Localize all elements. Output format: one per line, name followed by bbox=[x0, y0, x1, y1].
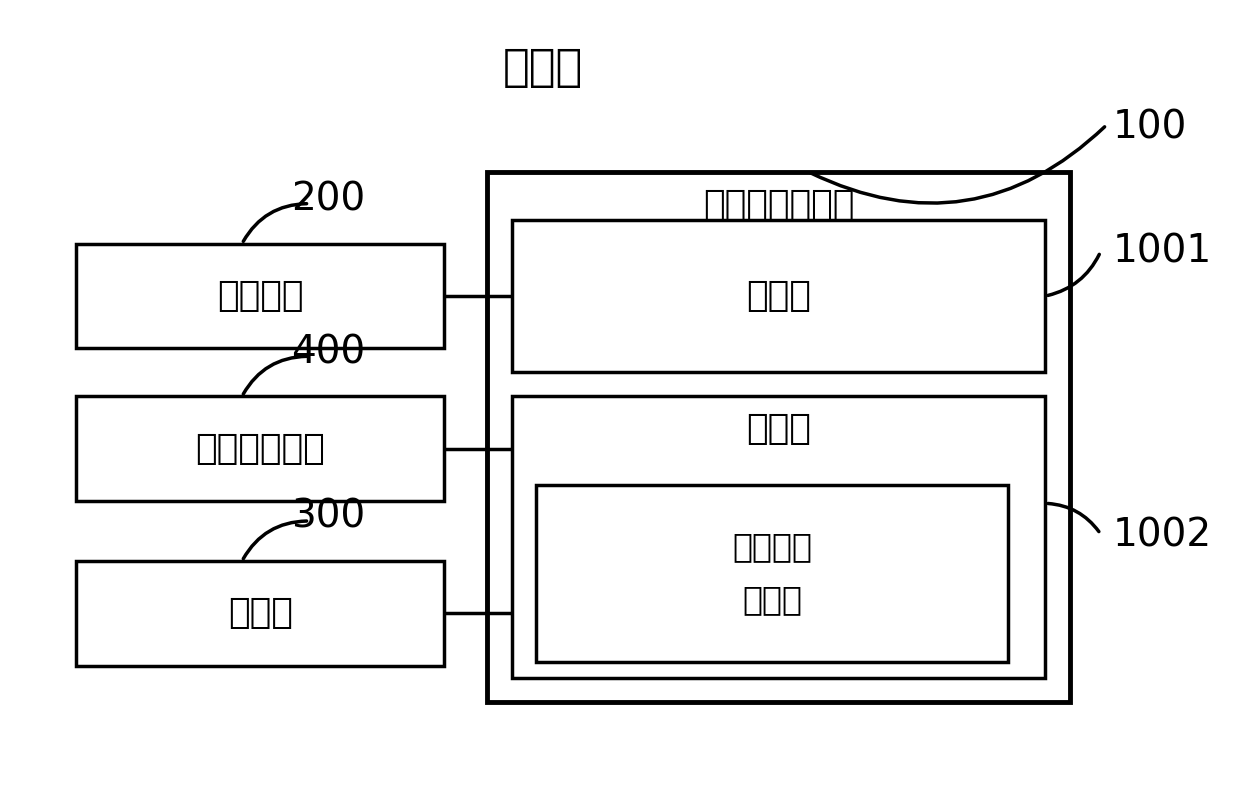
Text: 导风部件: 导风部件 bbox=[217, 279, 304, 313]
Text: 存储器: 存储器 bbox=[746, 412, 811, 446]
Text: 压缩机: 压缩机 bbox=[228, 596, 293, 630]
Text: 100: 100 bbox=[1112, 108, 1187, 146]
Text: 1001: 1001 bbox=[1112, 233, 1211, 271]
Bar bbox=[487, 172, 1070, 701]
Bar bbox=[77, 561, 444, 666]
Text: 温度检测模块: 温度检测模块 bbox=[196, 432, 325, 466]
Bar bbox=[77, 396, 444, 501]
Text: 1002: 1002 bbox=[1112, 516, 1211, 554]
Text: 空调器控
制程序: 空调器控 制程序 bbox=[733, 530, 812, 616]
Bar bbox=[537, 485, 1008, 662]
Text: 300: 300 bbox=[290, 498, 365, 536]
Bar bbox=[77, 244, 444, 348]
Text: 空调器控制装置: 空调器控制装置 bbox=[703, 188, 854, 222]
Bar bbox=[512, 396, 1045, 678]
Text: 200: 200 bbox=[290, 180, 365, 218]
Text: 空调器: 空调器 bbox=[502, 45, 583, 88]
Bar bbox=[512, 220, 1045, 372]
Text: 处理器: 处理器 bbox=[746, 279, 811, 313]
Text: 400: 400 bbox=[290, 333, 365, 371]
